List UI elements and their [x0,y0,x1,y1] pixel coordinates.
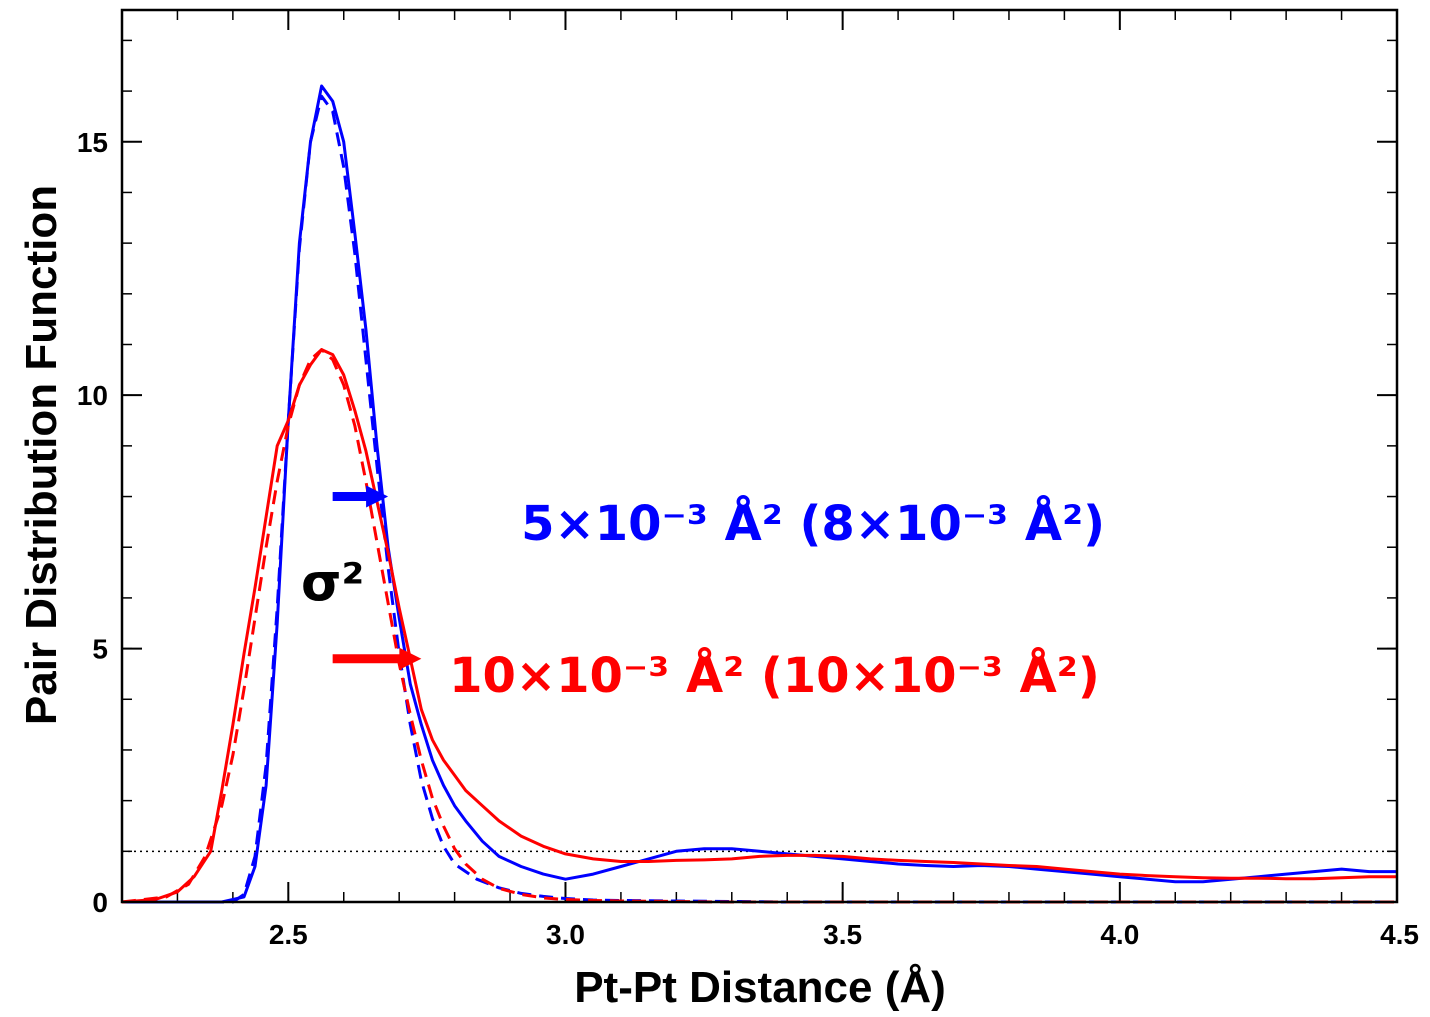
x-axis-title: Pt-Pt Distance (Å) [574,963,946,1012]
red-arrow-head [399,647,422,670]
red-dashed-series [121,348,1397,904]
y-tick-label: 0 [92,887,108,918]
blue-value-label: 5×10⁻³ Å² (8×10⁻³ Å²) [521,495,1105,552]
x-tick-label: 2.5 [269,919,308,950]
y-tick-label: 15 [77,127,108,158]
plot-frame [120,8,1399,904]
blue-dashed-series [122,94,1397,904]
y-tick-label: 5 [92,634,108,665]
y-tick-label: 10 [77,380,108,411]
x-tick-label: 4.0 [1100,919,1139,950]
red-value-label: 10×10⁻³ Å² (10×10⁻³ Å²) [449,647,1100,704]
x-tick-label: 4.5 [1380,919,1419,950]
x-tick-label: 3.5 [823,919,862,950]
blue-arrow-head [366,485,389,508]
plot-area: 2.5 3.0 3.5 4.0 4.5 0 5 10 15 σ² 5×10⁻³ Å² (8×10⁻³… [77,8,1419,950]
blue-solid-series [122,84,1397,904]
sigma-label: σ² [301,554,364,614]
y-axis-title: Pair Distribution Function [17,185,66,725]
red-solid-series [121,348,1397,904]
x-tick-label: 3.0 [546,919,585,950]
